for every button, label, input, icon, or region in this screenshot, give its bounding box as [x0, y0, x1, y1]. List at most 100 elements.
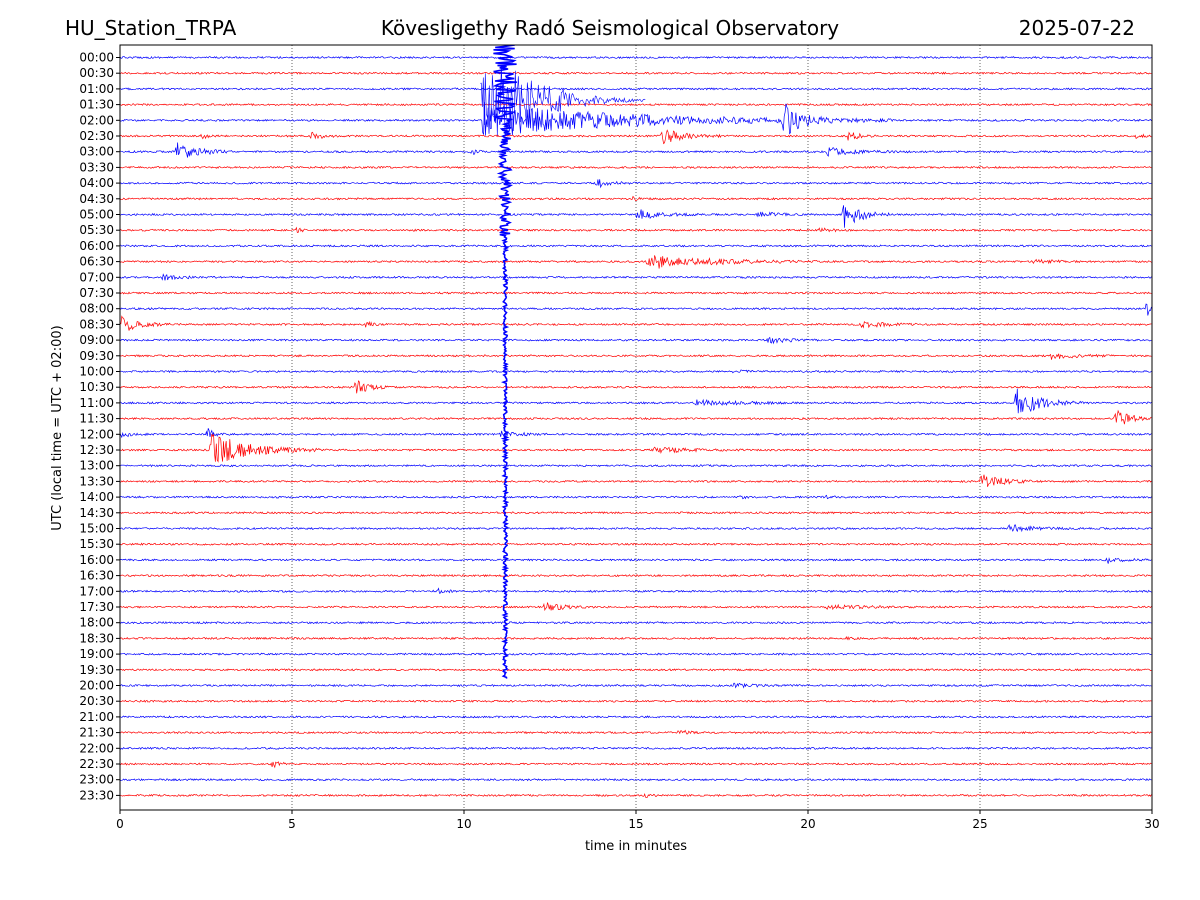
y-tick-label: 02:00 [79, 113, 114, 127]
trace-row-0400 [120, 179, 1152, 189]
trace-row-0130 [120, 102, 1152, 107]
y-tick-label: 16:30 [79, 569, 114, 583]
y-tick-label: 21:00 [79, 710, 114, 724]
trace-row-0930 [120, 353, 1152, 360]
trace-row-1600 [120, 557, 1152, 564]
y-tick-label: 12:30 [79, 443, 114, 457]
trace-row-1630 [120, 573, 1152, 578]
trace-row-2200 [120, 746, 1152, 750]
trace-row-1800 [120, 621, 1152, 625]
y-tick-label: 01:00 [79, 82, 114, 96]
y-tick-label: 18:00 [79, 616, 114, 630]
trace-row-0800 [120, 303, 1152, 316]
trace-row-0500 [120, 205, 1152, 228]
x-tick-label: 20 [800, 817, 815, 831]
y-tick-label: 17:00 [79, 584, 114, 598]
y-tick-label: 23:30 [79, 788, 114, 802]
x-tick-label: 30 [1144, 817, 1159, 831]
trace-row-1530 [120, 542, 1152, 546]
x-tick-label: 15 [628, 817, 643, 831]
trace-row-0600 [120, 244, 1152, 248]
y-tick-label: 11:00 [79, 396, 114, 410]
trace-row-1330 [120, 474, 1152, 487]
trace-row-0030 [120, 71, 1152, 75]
y-tick-label: 06:30 [79, 255, 114, 269]
trace-row-2030 [120, 699, 1152, 703]
y-tick-label: 22:00 [79, 741, 114, 755]
trace-row-1730 [120, 602, 1152, 612]
trace-row-1930 [120, 668, 1152, 672]
y-tick-label: 06:00 [79, 239, 114, 253]
y-tick-label: 13:30 [79, 474, 114, 488]
trace-row-0900 [120, 336, 1152, 345]
x-tick-label: 25 [972, 817, 987, 831]
trace-row-1300 [120, 464, 1152, 468]
y-tick-label: 19:30 [79, 663, 114, 677]
y-tick-label: 04:30 [79, 192, 114, 206]
y-tick-label: 21:30 [79, 726, 114, 740]
trace-row-1900 [120, 652, 1152, 656]
y-tick-label: 08:00 [79, 302, 114, 316]
trace-row-0630 [120, 255, 1152, 269]
trace-row-0200 [120, 102, 1152, 136]
y-tick-label: 20:00 [79, 679, 114, 693]
y-tick-label: 05:30 [79, 223, 114, 237]
y-tick-label: 00:30 [79, 66, 114, 80]
y-tick-label: 14:30 [79, 506, 114, 520]
trace-row-2330 [120, 793, 1152, 798]
y-tick-label: 01:30 [79, 98, 114, 112]
trace-group [120, 55, 1152, 798]
trace-row-2230 [120, 761, 1152, 769]
trace-row-1500 [120, 524, 1152, 533]
trace-row-1830 [120, 635, 1152, 641]
trace-row-0230 [120, 129, 1152, 145]
y-tick-label: 09:30 [79, 349, 114, 363]
trace-row-2100 [120, 715, 1152, 719]
trace-row-0330 [120, 165, 1152, 170]
trace-row-2300 [120, 778, 1152, 782]
observatory-title: Kövesligethy Radó Seismological Observat… [381, 16, 839, 40]
trace-row-2000 [120, 682, 1152, 689]
major-event-signal [492, 45, 517, 679]
trace-row-0430 [120, 195, 1152, 202]
y-tick-label: 10:00 [79, 365, 114, 379]
date-title: 2025-07-22 [1019, 16, 1135, 40]
x-tick-label: 0 [116, 817, 124, 831]
trace-row-0530 [120, 226, 1152, 233]
major-event-coda [480, 65, 646, 136]
y-tick-label: 00:00 [79, 51, 114, 65]
major-event-group [480, 45, 646, 679]
x-ticks: 0 5 10 15 20 25 30 [116, 810, 1160, 831]
y-tick-label: 16:00 [79, 553, 114, 567]
y-tick-label: 11:30 [79, 412, 114, 426]
trace-row-1030 [120, 380, 1152, 394]
trace-row-0100 [120, 87, 1152, 91]
y-tick-label: 07:30 [79, 286, 114, 300]
y-tick-label: 15:00 [79, 522, 114, 536]
x-tick-label: 10 [456, 817, 471, 831]
y-tick-label: 23:00 [79, 773, 114, 787]
trace-row-1200 [120, 428, 1152, 439]
y-tick-label: 03:00 [79, 145, 114, 159]
y-tick-label: 04:00 [79, 176, 114, 190]
trace-row-1430 [120, 511, 1152, 515]
x-axis-label: time in minutes [585, 839, 687, 854]
y-axis-label: UTC (local time = UTC + 02:00) [50, 325, 65, 530]
trace-row-0000 [120, 55, 1152, 60]
trace-row-0830 [120, 315, 1152, 331]
y-tick-label: 08:30 [79, 317, 114, 331]
y-tick-label: 10:30 [79, 380, 114, 394]
x-tick-label: 5 [288, 817, 296, 831]
trace-row-2130 [120, 729, 1152, 735]
y-tick-label: 03:30 [79, 160, 114, 174]
station-title: HU_Station_TRPA [65, 16, 237, 40]
trace-row-1130 [120, 409, 1152, 425]
y-tick-label: 05:00 [79, 208, 114, 222]
trace-row-1400 [120, 494, 1152, 500]
trace-row-1700 [120, 587, 1152, 594]
grid-lines [291, 45, 981, 810]
trace-row-1100 [120, 388, 1152, 414]
trace-row-0730 [120, 291, 1152, 295]
